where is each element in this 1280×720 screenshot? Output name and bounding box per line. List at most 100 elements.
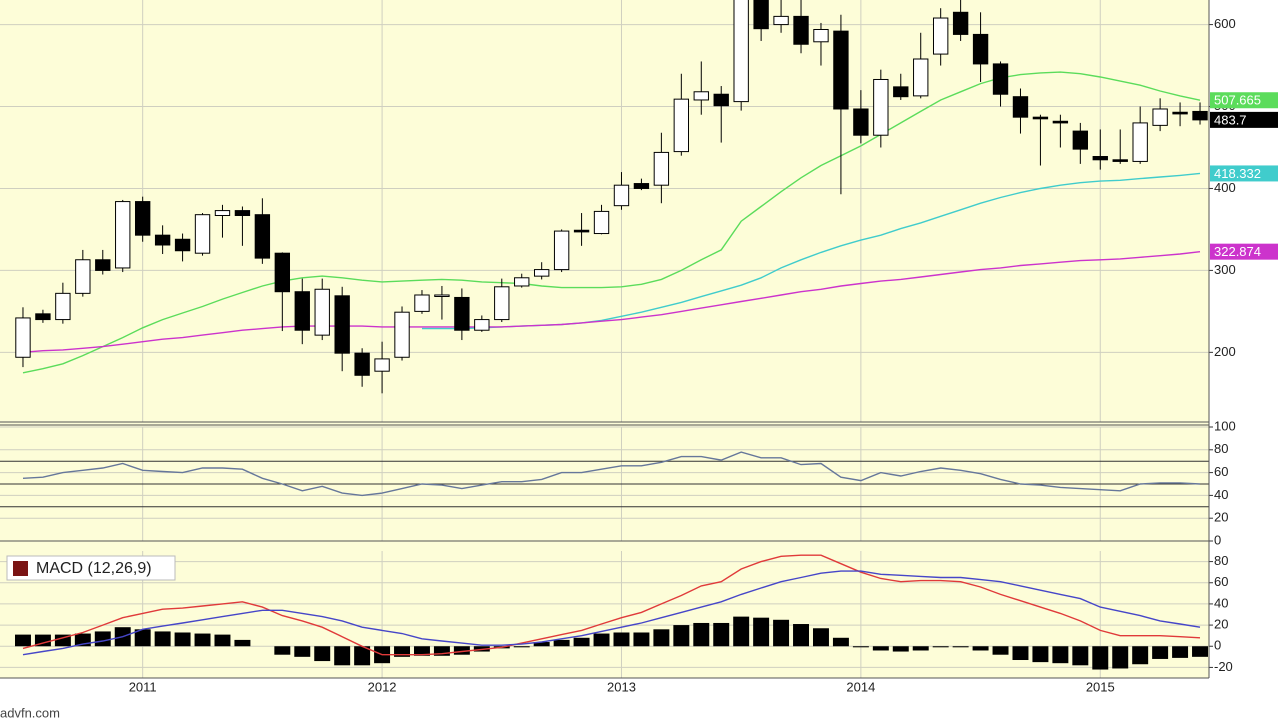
histogram-bar xyxy=(872,646,889,651)
histogram-bar xyxy=(513,646,530,648)
candle-body xyxy=(853,108,869,136)
candle-body xyxy=(434,294,450,297)
y-tick-label: 40 xyxy=(1214,487,1228,502)
candle-body xyxy=(1012,96,1029,118)
legend-box xyxy=(6,555,176,581)
y-tick-label: 100 xyxy=(1214,418,1236,433)
y-tick-label: 40 xyxy=(1214,595,1228,610)
histogram-bar xyxy=(174,632,191,647)
histogram-bar xyxy=(314,646,331,662)
series-line xyxy=(22,251,1201,353)
y-tick-label: 20 xyxy=(1214,617,1228,632)
y-tick-label: 0 xyxy=(1214,532,1221,547)
candle-body xyxy=(95,259,111,271)
histogram-bar xyxy=(793,624,810,647)
candle-body xyxy=(234,210,251,217)
candle-body xyxy=(972,33,989,65)
histogram-bar xyxy=(1152,646,1169,659)
histogram-bar xyxy=(34,634,51,647)
histogram-bar xyxy=(354,646,371,666)
x-tick-label: 2015 xyxy=(1086,679,1115,694)
candle-body xyxy=(15,317,31,358)
candle-body xyxy=(653,151,670,186)
histogram-bar xyxy=(154,631,171,647)
histogram-bar xyxy=(234,639,251,647)
candle-body xyxy=(115,201,131,269)
value-label-box xyxy=(1210,243,1278,260)
histogram-bar xyxy=(274,646,291,655)
candle-body xyxy=(174,238,191,252)
histogram-bar xyxy=(533,642,550,647)
histogram-bar xyxy=(294,646,311,657)
histogram-bar xyxy=(1072,646,1089,666)
candle-body xyxy=(813,28,829,43)
candle-body xyxy=(1112,159,1128,162)
candle-body xyxy=(154,234,171,246)
candle-body xyxy=(553,230,570,271)
panel xyxy=(0,0,1209,422)
histogram-bar xyxy=(633,632,650,647)
candle-body xyxy=(214,210,231,217)
candle-body xyxy=(254,214,271,259)
histogram-bar xyxy=(54,634,71,647)
histogram-bar xyxy=(1112,646,1129,669)
candle-body xyxy=(1132,122,1148,162)
histogram-bar xyxy=(812,628,829,647)
value-label-box xyxy=(1210,165,1278,182)
y-tick-label: 60 xyxy=(1214,574,1228,589)
candle-body xyxy=(833,30,849,110)
x-tick-label: 2012 xyxy=(368,679,397,694)
candle-body xyxy=(913,58,929,97)
histogram-bar xyxy=(433,646,450,656)
candle-body xyxy=(314,288,330,336)
value-label: 322.874 xyxy=(1214,244,1261,259)
candle-body xyxy=(75,259,91,294)
candle-body xyxy=(713,93,729,107)
candle-body xyxy=(494,286,510,321)
candle-body xyxy=(454,296,470,331)
y-tick-label: 400 xyxy=(1214,180,1236,195)
histogram-bar xyxy=(693,622,710,647)
histogram-bar xyxy=(94,631,111,647)
candle-body xyxy=(693,91,709,101)
histogram-bar xyxy=(892,646,909,652)
candle-body xyxy=(573,229,590,233)
candle-body xyxy=(35,313,51,321)
series-line xyxy=(22,570,1201,656)
histogram-bar xyxy=(832,637,849,647)
histogram-bar xyxy=(214,634,231,647)
histogram-bar xyxy=(593,633,610,647)
histogram-bar xyxy=(1192,646,1209,657)
candle-body xyxy=(952,11,969,35)
y-tick-label: 0 xyxy=(1214,638,1221,653)
y-tick-label: 60 xyxy=(1214,464,1228,479)
candle-body xyxy=(873,78,889,136)
histogram-bar xyxy=(912,646,929,651)
histogram-bar xyxy=(1012,646,1029,661)
candle-body xyxy=(354,352,370,376)
candle-body xyxy=(334,295,350,354)
histogram-bar xyxy=(553,639,570,647)
y-tick-label: 20 xyxy=(1214,510,1228,525)
histogram-bar xyxy=(1052,646,1069,664)
candle-body xyxy=(673,98,690,153)
candle-body xyxy=(1052,120,1069,124)
histogram-bar xyxy=(1132,646,1149,665)
candle-body xyxy=(514,277,530,287)
y-tick-label: 80 xyxy=(1214,441,1228,456)
histogram-bar xyxy=(613,632,630,647)
histogram-bar xyxy=(653,629,670,647)
candle-body xyxy=(414,294,430,312)
candle-body xyxy=(294,291,310,331)
y-tick-label: 300 xyxy=(1214,262,1236,277)
candle-body xyxy=(55,292,71,321)
panel xyxy=(0,551,1209,678)
histogram-bar xyxy=(413,646,430,656)
candle-body xyxy=(773,15,789,26)
candle-body xyxy=(733,0,749,103)
candle-body xyxy=(1072,130,1089,150)
histogram-bar xyxy=(713,622,730,647)
candle-body xyxy=(613,184,630,207)
histogram-bar xyxy=(972,646,989,651)
